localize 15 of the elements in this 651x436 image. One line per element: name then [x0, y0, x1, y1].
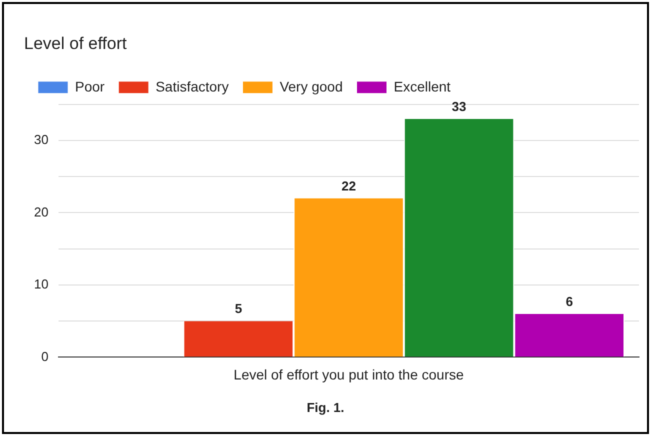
data-label: 22 — [341, 178, 356, 194]
legend-label: Excellent — [394, 78, 451, 94]
y-tick-label: 10 — [34, 276, 48, 292]
y-tick-label: 30 — [34, 132, 48, 148]
legend-label: Poor — [75, 78, 105, 94]
data-label: 33 — [452, 98, 466, 114]
legend-label: Very good — [280, 78, 343, 94]
legend-label: Satisfactory — [156, 78, 229, 94]
x-tick-label: Level of effort you put into the course — [234, 366, 464, 382]
data-label: 5 — [234, 301, 242, 316]
y-tick-label: 0 — [41, 348, 48, 364]
chart-title: Level of effort — [24, 34, 127, 53]
data-label: 6 — [566, 294, 573, 309]
caption: Fig. 1. — [306, 400, 346, 415]
y-tick-label: 20 — [34, 204, 48, 220]
